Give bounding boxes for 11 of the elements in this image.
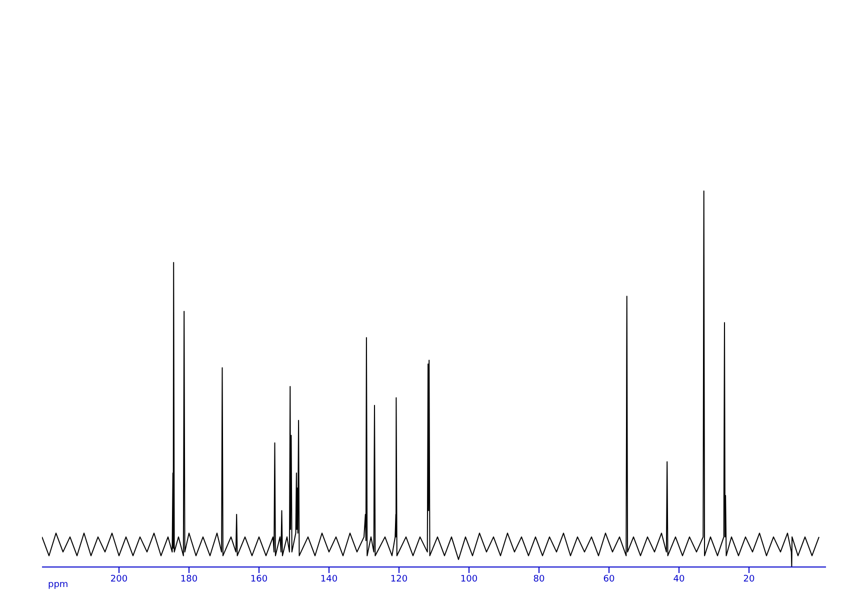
x-tick-label: 20 bbox=[743, 574, 755, 584]
x-axis-title: ppm bbox=[48, 580, 68, 590]
x-tick-label: 60 bbox=[603, 574, 615, 584]
x-tick-label: 180 bbox=[180, 574, 198, 584]
x-tick-label: 200 bbox=[110, 574, 128, 584]
x-tick-label: 80 bbox=[533, 574, 545, 584]
x-tick-label: 140 bbox=[320, 574, 338, 584]
x-tick-label: 120 bbox=[390, 574, 408, 584]
x-tick-label: 40 bbox=[673, 574, 685, 584]
x-tick-label: 160 bbox=[250, 574, 268, 584]
x-tick-label: 100 bbox=[460, 574, 478, 584]
